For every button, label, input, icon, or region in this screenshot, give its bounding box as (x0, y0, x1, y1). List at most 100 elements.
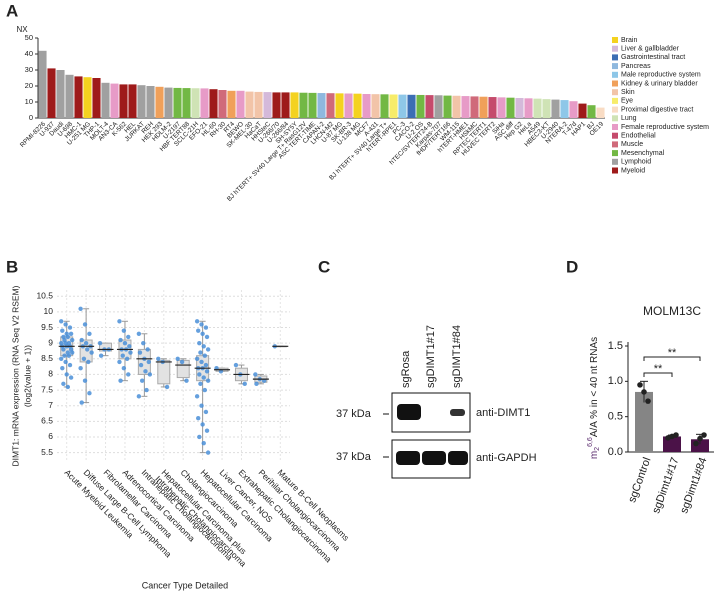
data-point (86, 359, 91, 365)
bar (245, 91, 254, 118)
data-point (97, 340, 103, 346)
data-point (67, 325, 73, 330)
data-point (66, 353, 72, 358)
y-axis-label-part: 2 (594, 447, 601, 451)
data-point (673, 432, 679, 438)
legend-swatch (612, 124, 618, 130)
bar (101, 82, 110, 118)
bar (164, 87, 173, 118)
bar (515, 98, 524, 118)
data-point (60, 365, 65, 371)
size-marker: 37 kDa (336, 408, 372, 420)
data-point (118, 337, 123, 343)
bar (416, 94, 425, 118)
legend-label: Gastrointestinal tract (621, 54, 685, 61)
legend-label: Skin (621, 89, 635, 96)
data-point (201, 344, 206, 349)
bar (173, 87, 182, 118)
bar (308, 92, 317, 118)
data-point (199, 403, 204, 408)
data-point (61, 381, 66, 387)
x-tick-label: sgDimt1#17 (650, 456, 681, 515)
panel-letter: D (566, 257, 578, 276)
data-point (65, 334, 71, 340)
bar (344, 93, 353, 118)
data-point (202, 387, 208, 393)
significance-label: ** (654, 363, 663, 375)
data-point (118, 378, 123, 383)
bar (83, 77, 92, 118)
legend-swatch (612, 37, 618, 43)
panel-letter: A (6, 1, 18, 20)
data-point (120, 353, 125, 358)
y-tick-label: 10 (25, 97, 33, 106)
data-point (78, 365, 83, 371)
data-point (121, 365, 127, 371)
x-tick-label: sgControl (626, 456, 653, 504)
bar (407, 94, 416, 118)
y-axis-label-part: 6,6 (587, 437, 594, 447)
y-axis-label-part: m (589, 451, 600, 459)
bar (272, 92, 281, 118)
data-point (205, 450, 211, 455)
significance-label: ** (668, 347, 677, 359)
y-tick-label: 10 (44, 306, 54, 316)
legend-swatch (612, 106, 618, 113)
data-point (82, 378, 88, 383)
legend-label: Brain (621, 37, 637, 44)
data-point (641, 389, 647, 395)
data-point (122, 340, 128, 346)
bar (362, 94, 371, 118)
legend-swatch (612, 71, 618, 78)
bar (479, 96, 488, 118)
bar (236, 90, 245, 118)
x-axis-label: Cancer Type Detailed (142, 580, 228, 590)
legend-swatch (612, 141, 618, 148)
bar (92, 78, 101, 118)
y-tick-label: 20 (25, 81, 33, 90)
legend-label: Eye (621, 98, 633, 105)
panel-letter: B (6, 257, 18, 276)
legend-label: Lymphoid (621, 159, 651, 166)
legend-label: Kidney & urinary bladder (621, 80, 698, 87)
data-point (141, 340, 146, 346)
data-point (143, 369, 148, 374)
data-point (197, 340, 202, 346)
y-tick-label: 7 (48, 400, 53, 410)
data-point (198, 381, 203, 387)
bar (200, 88, 209, 118)
bar (254, 91, 263, 118)
data-point (98, 353, 104, 358)
bar (128, 84, 137, 118)
bar (551, 99, 560, 118)
bar (461, 96, 470, 118)
y-tick-label: 40 (25, 49, 33, 58)
data-point (202, 353, 208, 358)
data-point (121, 328, 127, 333)
data-point (200, 422, 205, 427)
box (157, 359, 171, 385)
bar (560, 100, 569, 118)
legend-label: Muscle (621, 141, 643, 148)
bar (533, 98, 542, 118)
bar (425, 95, 434, 118)
bar (587, 105, 596, 118)
legend-label: Mesenchymal (621, 150, 665, 157)
bar (326, 93, 335, 118)
legend-swatch (612, 158, 618, 165)
data-point (70, 350, 75, 355)
data-point (117, 359, 122, 365)
data-point (70, 337, 75, 343)
legend-label: Endothelial (621, 133, 656, 140)
data-point (205, 347, 211, 352)
bar (596, 107, 605, 118)
bar (506, 97, 515, 118)
legend-swatch (612, 45, 618, 52)
band (397, 404, 421, 420)
bar (47, 68, 56, 118)
data-point (63, 322, 68, 327)
x-tick-label: sgDimt1#84 (678, 456, 709, 515)
bar (497, 97, 506, 118)
data-point (147, 372, 153, 377)
